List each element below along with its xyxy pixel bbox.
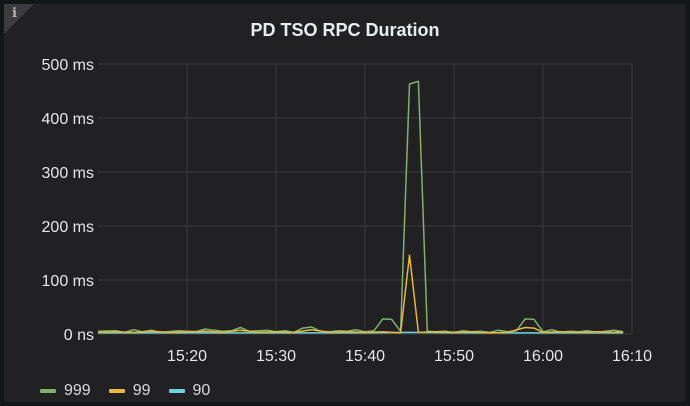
x-tick-label: 16:10 bbox=[612, 348, 652, 365]
legend-item-99[interactable]: 99 bbox=[108, 382, 151, 400]
series-line-999 bbox=[97, 80, 624, 334]
legend: 999 99 90 bbox=[40, 382, 210, 400]
legend-label: 99 bbox=[132, 382, 151, 399]
series-line-99 bbox=[97, 254, 624, 334]
y-tick-label: 200 ms bbox=[42, 219, 94, 236]
legend-label: 90 bbox=[192, 382, 211, 399]
legend-swatch bbox=[40, 389, 56, 393]
x-tick-label: 16:00 bbox=[523, 348, 563, 365]
x-tick-label: 15:50 bbox=[434, 348, 474, 365]
x-tick-label: 15:20 bbox=[167, 348, 207, 365]
y-tick-label: 300 ms bbox=[42, 165, 94, 182]
x-tick-label: 15:40 bbox=[345, 348, 385, 365]
legend-swatch bbox=[168, 389, 185, 393]
legend-item-999[interactable]: 999 bbox=[40, 382, 91, 400]
legend-label: 999 bbox=[64, 382, 91, 399]
y-tick-label: 100 ms bbox=[42, 273, 94, 290]
legend-item-90[interactable]: 90 bbox=[168, 382, 211, 400]
x-tick-label: 15:30 bbox=[256, 348, 296, 365]
legend-swatch bbox=[108, 389, 125, 393]
panel-title[interactable]: PD TSO RPC Duration bbox=[250, 20, 440, 40]
y-tick-label: 400 ms bbox=[42, 111, 94, 128]
info-corner[interactable] bbox=[4, 4, 34, 34]
y-tick-label: 500 ms bbox=[42, 57, 94, 74]
graph-panel: i PD TSO RPC Duration bbox=[4, 4, 686, 402]
info-icon[interactable]: i bbox=[12, 6, 17, 21]
y-tick-label: 0 ns bbox=[64, 327, 94, 344]
